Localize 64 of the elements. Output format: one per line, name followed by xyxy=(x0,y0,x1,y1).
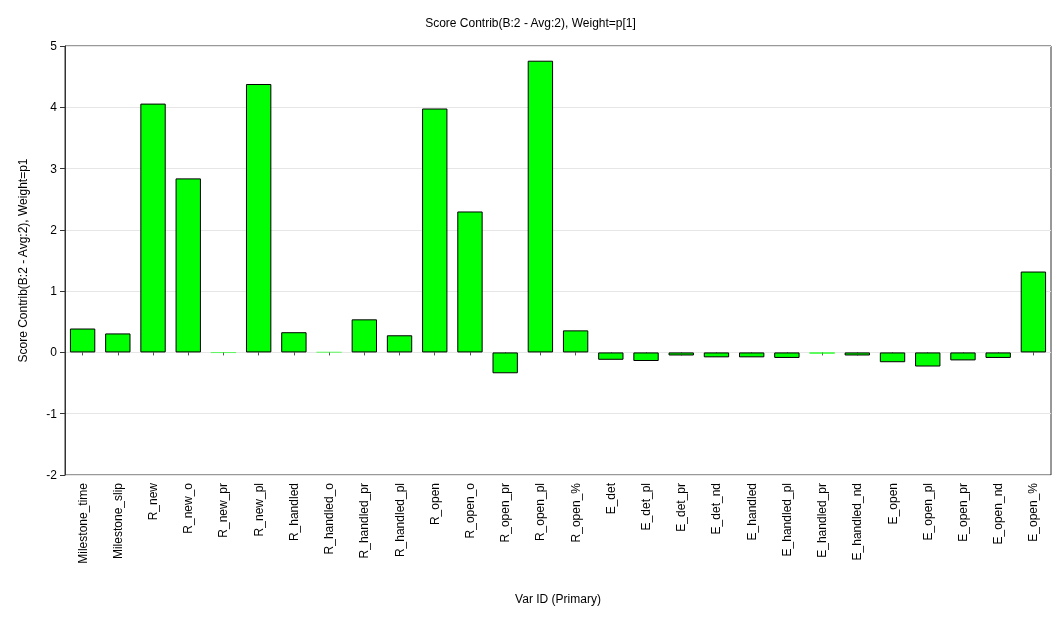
x-tick-label: E_det xyxy=(603,482,618,515)
bar xyxy=(985,352,1011,358)
x-axis-title: Var ID (Primary) xyxy=(515,592,601,606)
x-tick-label: R_open xyxy=(427,483,442,526)
x-tick-label: R_handled xyxy=(286,483,301,542)
bar xyxy=(386,335,413,353)
x-tick-label: E_open_nd xyxy=(991,483,1006,545)
x-tick-label: R_open_% xyxy=(568,482,583,543)
x-tick-label: E_handled_nd xyxy=(850,483,865,561)
x-tick-label: R_handled_pl xyxy=(392,483,407,558)
bar xyxy=(633,352,659,362)
chart-title: Score Contrib(B:2 - Avg:2), Weight=p[1] xyxy=(425,16,636,30)
x-tick-label: E_handled_pl xyxy=(779,483,794,557)
x-tick-label: Milestone_time xyxy=(75,482,90,564)
x-tick-label: E_det_pr xyxy=(674,483,689,532)
y-tick-label: 1 xyxy=(50,284,58,299)
x-tick-label: R_new_pr xyxy=(216,483,231,538)
x-tick-label: E_handled xyxy=(744,483,759,541)
bar xyxy=(774,352,800,358)
bar xyxy=(492,352,518,374)
y-tick-label: 0 xyxy=(50,345,58,360)
bar xyxy=(598,352,624,360)
bar xyxy=(527,60,554,353)
x-tick-label: E_open_% xyxy=(1026,482,1041,542)
x-tick-label: E_det_nd xyxy=(709,483,724,535)
x-tick-label: R_new_o xyxy=(181,482,196,534)
x-tick-label: E_det_pl xyxy=(639,483,654,531)
bar xyxy=(879,352,906,363)
x-tick-label: E_handled_pr xyxy=(815,483,830,558)
bar xyxy=(175,178,201,353)
bar xyxy=(69,328,96,353)
bar xyxy=(140,103,166,353)
y-tick-label: 5 xyxy=(50,39,58,53)
y-tick-label: -2 xyxy=(46,468,58,482)
bar xyxy=(562,330,589,353)
bar xyxy=(246,84,272,353)
x-tick-label: R_handled_pr xyxy=(357,483,372,559)
x-tick-label: Milestone_slip xyxy=(110,482,125,560)
x-tick-label: R_open_pr xyxy=(498,483,513,543)
x-tick-label: E_open_pl xyxy=(920,483,935,541)
y-tick-label: -1 xyxy=(46,406,58,421)
bar xyxy=(739,352,765,358)
y-tick-label: 4 xyxy=(50,100,58,115)
x-tick-label: R_new_pl xyxy=(251,483,266,537)
bar xyxy=(668,352,694,356)
bar xyxy=(703,352,730,358)
bar xyxy=(844,352,870,356)
x-tick-label: R_open_pl xyxy=(533,483,548,542)
bar xyxy=(281,332,307,353)
bar xyxy=(1020,271,1047,353)
bar xyxy=(915,352,941,367)
bar xyxy=(950,352,976,361)
x-tick-label: R_open_o xyxy=(462,482,477,539)
x-tick-label: E_open xyxy=(885,483,900,525)
x-tick-label: E_open_pr xyxy=(955,483,970,542)
bar xyxy=(457,211,483,353)
y-tick-label: 2 xyxy=(50,222,58,237)
y-tick-label: 3 xyxy=(50,161,58,176)
bar xyxy=(351,319,377,353)
bar xyxy=(105,333,131,353)
x-tick-label: R_new xyxy=(146,482,161,521)
x-tick-label: R_handled_o xyxy=(322,482,337,555)
bar xyxy=(422,108,448,353)
y-axis-title: Score Contrib(B:2 - Avg:2), Weight=p1 xyxy=(16,158,30,363)
